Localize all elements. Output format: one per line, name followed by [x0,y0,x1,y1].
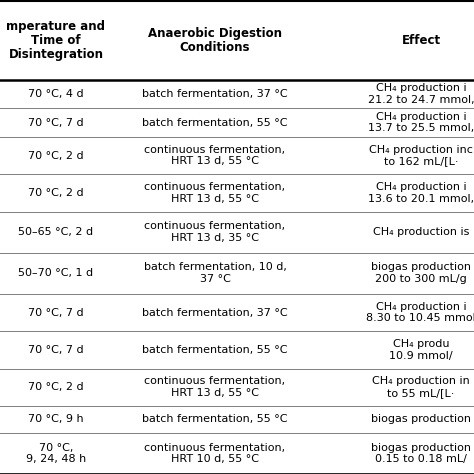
Text: CH₄ production i
13.7 to 25.5 mmol,: CH₄ production i 13.7 to 25.5 mmol, [368,112,474,133]
Text: 70 °C, 7 d: 70 °C, 7 d [28,118,84,128]
Text: batch fermentation, 55 °C: batch fermentation, 55 °C [142,414,288,424]
Text: Conditions: Conditions [180,40,250,54]
Text: continuous fermentation,
HRT 13 d, 35 °C: continuous fermentation, HRT 13 d, 35 °C [145,221,285,243]
Text: 70 °C, 4 d: 70 °C, 4 d [28,89,84,99]
Text: batch fermentation, 37 °C: batch fermentation, 37 °C [142,308,288,318]
Text: batch fermentation, 55 °C: batch fermentation, 55 °C [142,118,288,128]
Text: Disintegration: Disintegration [9,47,103,61]
Text: 70 °C, 2 d: 70 °C, 2 d [28,188,84,198]
Text: continuous fermentation,
HRT 13 d, 55 °C: continuous fermentation, HRT 13 d, 55 °C [145,145,285,166]
Text: biogas production
0.15 to 0.18 mL/: biogas production 0.15 to 0.18 mL/ [371,443,471,464]
Text: continuous fermentation,
HRT 13 d, 55 °C: continuous fermentation, HRT 13 d, 55 °C [145,182,285,204]
Text: 50–65 °C, 2 d: 50–65 °C, 2 d [18,227,93,237]
Text: CH₄ production i
21.2 to 24.7 mmol,: CH₄ production i 21.2 to 24.7 mmol, [368,83,474,105]
Text: biogas production
200 to 300 mL/g: biogas production 200 to 300 mL/g [371,263,471,284]
Text: CH₄ production in
to 55 mL/[L·: CH₄ production in to 55 mL/[L· [372,376,470,398]
Text: biogas production: biogas production [371,414,471,424]
Text: 70 °C, 7 d: 70 °C, 7 d [28,345,84,355]
Text: Time of: Time of [31,34,81,46]
Text: CH₄ production i
13.6 to 20.1 mmol,: CH₄ production i 13.6 to 20.1 mmol, [368,182,474,204]
Text: 70 °C,
9, 24, 48 h: 70 °C, 9, 24, 48 h [26,443,86,464]
Text: CH₄ production inc
to 162 mL/[L·: CH₄ production inc to 162 mL/[L· [369,145,473,166]
Text: CH₄ production is: CH₄ production is [373,227,469,237]
Text: CH₄ produ
10.9 mmol/: CH₄ produ 10.9 mmol/ [389,339,453,361]
Text: batch fermentation, 37 °C: batch fermentation, 37 °C [142,89,288,99]
Text: batch fermentation, 55 °C: batch fermentation, 55 °C [142,345,288,355]
Text: Anaerobic Digestion: Anaerobic Digestion [148,27,282,39]
Text: mperature and: mperature and [7,19,106,33]
Text: Effect: Effect [401,34,440,46]
Text: 70 °C, 7 d: 70 °C, 7 d [28,308,84,318]
Text: continuous fermentation,
HRT 10 d, 55 °C: continuous fermentation, HRT 10 d, 55 °C [145,443,285,464]
Text: batch fermentation, 10 d,
37 °C: batch fermentation, 10 d, 37 °C [144,263,286,284]
Text: continuous fermentation,
HRT 13 d, 55 °C: continuous fermentation, HRT 13 d, 55 °C [145,376,285,398]
Text: 70 °C, 2 d: 70 °C, 2 d [28,151,84,161]
Text: 70 °C, 2 d: 70 °C, 2 d [28,382,84,392]
Text: 50–70 °C, 1 d: 50–70 °C, 1 d [18,268,93,278]
Text: CH₄ production i
8.30 to 10.45 mmol: CH₄ production i 8.30 to 10.45 mmol [366,302,474,323]
Text: 70 °C, 9 h: 70 °C, 9 h [28,414,84,424]
